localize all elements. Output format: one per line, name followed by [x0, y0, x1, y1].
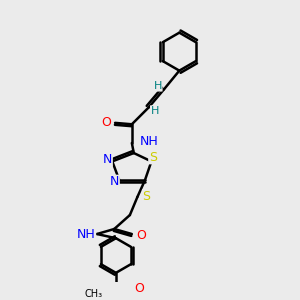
Text: O: O	[136, 229, 146, 242]
Text: NH: NH	[77, 227, 95, 241]
Text: N: N	[110, 175, 119, 188]
Text: S: S	[142, 190, 151, 203]
Text: H: H	[151, 106, 159, 116]
Text: O: O	[134, 282, 144, 295]
Text: O: O	[101, 116, 111, 129]
Text: N: N	[103, 153, 112, 166]
Text: NH: NH	[140, 135, 158, 148]
Text: CH₃: CH₃	[85, 289, 103, 299]
Text: H: H	[154, 81, 162, 91]
Text: S: S	[149, 151, 157, 164]
